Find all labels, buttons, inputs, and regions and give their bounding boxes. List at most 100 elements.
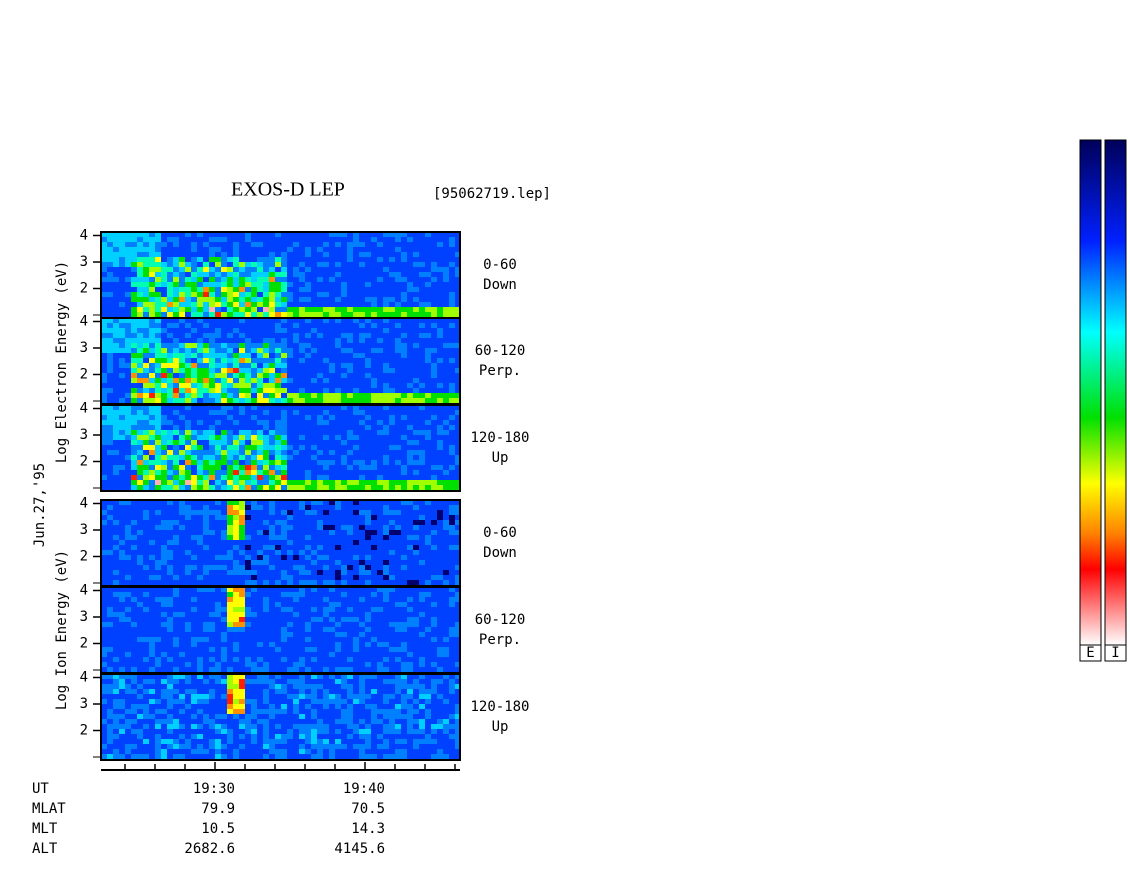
spectrogram-cell — [239, 363, 245, 368]
spectrogram-cell — [209, 575, 215, 580]
spectrogram-cell — [119, 287, 125, 292]
spectrogram-cell — [395, 485, 401, 490]
spectrogram-cell — [383, 277, 389, 282]
spectrogram-cell — [257, 388, 263, 393]
spectrogram-cell — [119, 642, 125, 647]
spectrogram-cell — [281, 460, 287, 465]
spectrogram-cell — [443, 455, 449, 460]
spectrogram-cell — [197, 540, 203, 545]
spectrogram-cell — [329, 580, 335, 585]
spectrogram-cell — [233, 328, 239, 333]
spectrogram-cell — [377, 465, 383, 470]
spectrogram-cell — [125, 570, 131, 575]
spectrogram-cell — [401, 368, 407, 373]
spectrogram-cell — [329, 328, 335, 333]
spectrogram-cell — [347, 570, 353, 575]
spectrogram-cell — [371, 242, 377, 247]
spectrogram-cell — [359, 465, 365, 470]
spectrogram-cell — [239, 657, 245, 662]
spectrogram-cell — [299, 555, 305, 560]
spectrogram-cell — [233, 450, 239, 455]
spectrogram-cell — [263, 510, 269, 515]
spectrogram-cell — [137, 257, 143, 262]
spectrogram-cell — [341, 287, 347, 292]
spectrogram-cell — [275, 657, 281, 662]
spectrogram-cell — [167, 287, 173, 292]
spectrogram-cell — [119, 465, 125, 470]
spectrogram-cell — [317, 388, 323, 393]
spectrogram-cell — [383, 425, 389, 430]
spectrogram-cell — [185, 570, 191, 575]
spectrogram-cell — [443, 425, 449, 430]
spectrogram-cell — [155, 353, 161, 358]
spectrogram-cell — [143, 297, 149, 302]
spectrogram-cell — [305, 297, 311, 302]
spectrogram-cell — [155, 282, 161, 287]
spectrogram-cell — [131, 647, 137, 652]
spectrogram-cell — [425, 297, 431, 302]
spectrogram-cell — [263, 292, 269, 297]
spectrogram-cell — [149, 242, 155, 247]
spectrogram-cell — [173, 232, 179, 237]
spectrogram-cell — [173, 353, 179, 358]
spectrogram-cell — [107, 450, 113, 455]
spectrogram-cell — [365, 525, 371, 530]
spectrogram-cell — [245, 632, 251, 637]
spectrogram-cell — [191, 257, 197, 262]
spectrogram-cell — [245, 480, 251, 485]
spectrogram-cell — [335, 237, 341, 242]
spectrogram-cell — [245, 602, 251, 607]
spectrogram-cell — [293, 237, 299, 242]
spectrogram-cell — [359, 470, 365, 475]
spectrogram-cell — [299, 343, 305, 348]
spectrogram-cell — [395, 575, 401, 580]
spectrogram-cell — [443, 237, 449, 242]
spectrogram-cell — [143, 425, 149, 430]
spectrogram-cell — [263, 550, 269, 555]
spectrogram-cell — [287, 642, 293, 647]
spectrogram-cell — [137, 652, 143, 657]
spectrogram-cell — [347, 307, 353, 312]
spectrogram-cell — [299, 535, 305, 540]
spectrogram-cell — [251, 460, 257, 465]
spectrogram-cell — [131, 267, 137, 272]
spectrogram-cell — [179, 622, 185, 627]
spectrogram-cell — [257, 242, 263, 247]
spectrogram-cell — [377, 267, 383, 272]
spectrogram-cell — [173, 405, 179, 410]
spectrogram-cell — [125, 318, 131, 323]
spectrogram-cell — [203, 642, 209, 647]
spectrogram-cell — [449, 525, 455, 530]
spectrogram-cell — [419, 485, 425, 490]
spectrogram-cell — [365, 272, 371, 277]
spectrogram-cell — [179, 470, 185, 475]
spectrogram-cell — [167, 277, 173, 282]
spectrogram-cell — [203, 307, 209, 312]
spectrogram-cell — [395, 515, 401, 520]
spectrogram-cell — [179, 393, 185, 398]
spectrogram-cell — [395, 525, 401, 530]
spectrogram-cell — [293, 460, 299, 465]
spectrogram-cell — [419, 570, 425, 575]
spectrogram-cell — [419, 277, 425, 282]
spectrogram-cell — [119, 430, 125, 435]
spectrogram-cell — [305, 580, 311, 585]
spectrogram-cell — [209, 450, 215, 455]
spectrogram-cell — [311, 312, 317, 317]
spectrogram-cell — [143, 307, 149, 312]
spectrogram-cell — [113, 237, 119, 242]
spectrogram-cell — [329, 515, 335, 520]
spectrogram-cell — [119, 398, 125, 403]
spectrogram-cell — [143, 540, 149, 545]
spectrogram-cell — [383, 247, 389, 252]
spectrogram-cell — [113, 333, 119, 338]
spectrogram-cell — [323, 307, 329, 312]
spectrogram-cell — [215, 312, 221, 317]
spectrogram-cell — [101, 435, 107, 440]
spectrogram-cell — [263, 415, 269, 420]
spectrogram-cell — [197, 612, 203, 617]
spectrogram-cell — [137, 597, 143, 602]
spectrogram-cell — [131, 398, 137, 403]
spectrogram-cell — [281, 312, 287, 317]
spectrogram-cell — [233, 607, 239, 612]
